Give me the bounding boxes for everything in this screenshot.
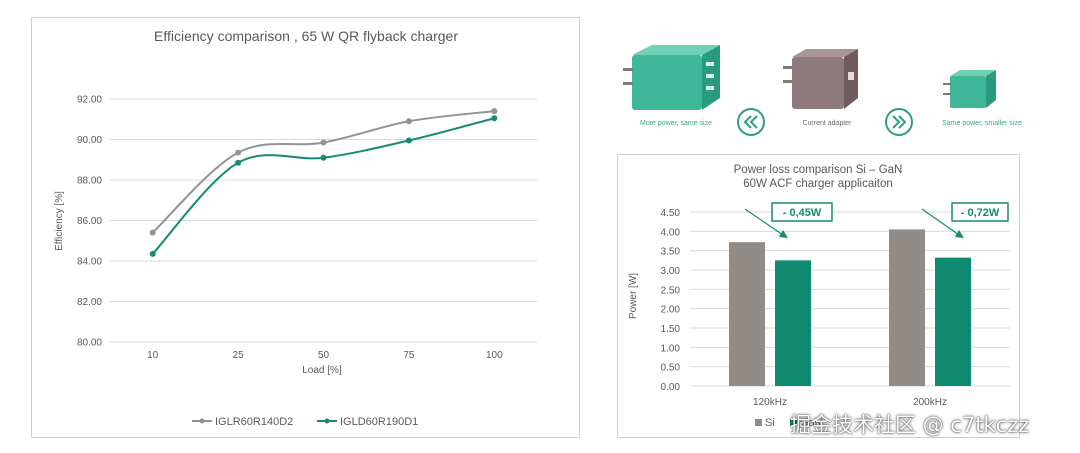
series-line-2 [151, 117, 495, 255]
efficiency-chart-panel: Efficiency comparison , 65 W QR flyback … [31, 17, 580, 438]
chevrons-left-icon [737, 108, 765, 136]
y-tick-label: 82.00 [77, 297, 102, 308]
current-charger-image [783, 49, 858, 109]
y-tick-label: 0.00 [661, 382, 681, 393]
legend-marker-series-1 [199, 418, 205, 424]
bar-gan-200khz [935, 257, 971, 386]
x-tick-label: 10 [147, 350, 159, 361]
bar-gan-120khz [775, 260, 811, 386]
data-point [320, 139, 327, 146]
grid [110, 98, 537, 343]
data-point [235, 159, 242, 166]
data-point [149, 229, 156, 236]
data-point [149, 250, 156, 257]
chart-subtitle: 60W ACF charger applicaiton [743, 178, 893, 190]
legend: Si GaN [755, 417, 823, 429]
y-tick-label: 3.50 [661, 247, 681, 258]
y-tick-label: 80.00 [77, 338, 102, 349]
legend-swatch-si [755, 419, 762, 426]
chart-title: Efficiency comparison , 65 W QR flyback … [154, 28, 458, 44]
x-tick-label: 200kHz [913, 397, 947, 408]
annotation-200khz: - 0,72W [921, 202, 1009, 238]
y-axis-label: Efficiency [%] [54, 191, 65, 251]
x-tick-label: 120kHz [753, 397, 787, 408]
y-tick-label: 90.00 [77, 135, 102, 146]
adapter-comparison-illustration: More power, same size Current adapter [620, 40, 1060, 140]
legend: IGLR60R140D2 IGLD60R190D1 [192, 416, 418, 428]
legend-label-gan: GaN [800, 417, 823, 429]
left-caption: More power, same size [640, 120, 712, 127]
y-tick-label: 3.00 [661, 266, 681, 277]
data-point [491, 108, 498, 115]
x-tick-label: 25 [233, 350, 245, 361]
large-charger-image [623, 45, 720, 110]
y-tick-label: 86.00 [77, 216, 102, 227]
data-point [491, 115, 498, 122]
efficiency-line-chart: Efficiency comparison , 65 W QR flyback … [54, 28, 537, 428]
annotation-label: - 0,72W [961, 207, 1000, 219]
chevrons-right-icon [885, 108, 913, 136]
legend-label-series-2: IGLD60R190D1 [340, 416, 418, 428]
right-caption: Same power, smaller size [942, 120, 1022, 127]
y-tick-label: 4.00 [661, 227, 681, 238]
legend-label-si: Si [765, 417, 775, 429]
bar-si-120khz [729, 242, 765, 386]
annotation-label: - 0,45W [783, 207, 822, 219]
bar-si-200khz [889, 229, 925, 386]
x-tick-label: 50 [318, 350, 330, 361]
data-point [405, 137, 412, 144]
x-axis-label: Load [%] [302, 365, 342, 376]
legend-swatch-gan [790, 419, 797, 426]
data-point [235, 149, 242, 156]
data-point [320, 154, 327, 161]
mid-caption: Current adapter [802, 120, 852, 127]
y-tick-label: 2.00 [661, 305, 681, 316]
y-tick-label: 0.50 [661, 363, 681, 374]
legend-marker-series-2 [324, 418, 330, 424]
power-loss-chart-panel: Power loss comparison Si – GaN 60W ACF c… [617, 154, 1020, 438]
chart-title: Power loss comparison Si – GaN [734, 164, 903, 176]
power-loss-bar-chart: Power loss comparison Si – GaN 60W ACF c… [628, 164, 1010, 429]
y-tick-label: 4.50 [661, 208, 681, 219]
y-tick-label: 84.00 [77, 257, 102, 268]
y-axis-label: Power [W] [628, 273, 639, 319]
data-point [405, 118, 412, 125]
y-tick-label: 1.50 [661, 324, 681, 335]
watermark-text: 掘金技术社区 @ c7tkczz [790, 413, 1030, 437]
x-tick-label: 75 [403, 350, 415, 361]
small-charger-image [943, 70, 996, 108]
x-tick-label: 100 [486, 350, 503, 361]
y-tick-label: 1.00 [661, 343, 681, 354]
y-tick-label: 2.50 [661, 285, 681, 296]
legend-label-series-1: IGLR60R140D2 [215, 416, 293, 428]
y-tick-label: 88.00 [77, 176, 102, 187]
series-line-1 [152, 110, 495, 234]
annotation-120khz: - 0,45W [744, 202, 833, 238]
y-tick-label: 92.00 [77, 95, 102, 106]
